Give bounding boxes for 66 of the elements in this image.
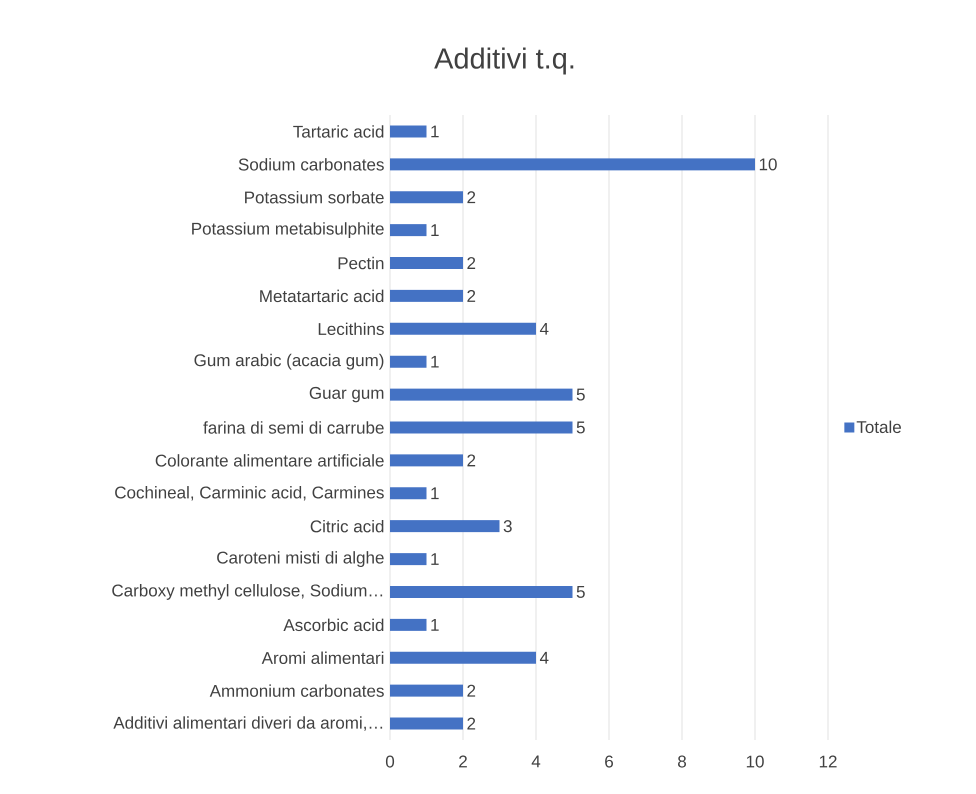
- data-label: 1: [431, 619, 439, 631]
- data-label: 2: [467, 684, 476, 697]
- bar: [390, 487, 426, 500]
- y-tick-label: Pectin: [338, 256, 384, 270]
- chart-title: Additivi t.q.: [434, 47, 574, 75]
- data-label: 2: [467, 718, 476, 730]
- x-tick-label: 4: [532, 756, 540, 768]
- data-label: 4: [540, 652, 548, 664]
- x-tick-label: 10: [746, 756, 764, 768]
- data-label: 3: [504, 520, 512, 532]
- data-label: 1: [431, 553, 439, 565]
- data-label: 2: [467, 257, 476, 269]
- bar: [390, 718, 464, 730]
- data-label: 1: [431, 126, 439, 138]
- y-tick-label: Tartaric acid: [293, 125, 384, 138]
- y-tick-label: farina di semi di carrube: [203, 421, 384, 434]
- x-tick-label: 8: [678, 756, 686, 768]
- y-tick-label: Additivi alimentari diveri da aromi,…: [113, 716, 382, 731]
- data-label: 5: [576, 422, 585, 434]
- x-tick-label: 6: [605, 756, 613, 768]
- bar: [390, 388, 573, 401]
- x-tick-label: 12: [820, 756, 837, 768]
- data-label: 10: [760, 158, 777, 170]
- y-tick-label: Guar gum: [310, 386, 384, 402]
- y-tick-label: Citric acid: [310, 520, 384, 532]
- data-label: 5: [576, 586, 585, 598]
- data-label: 1: [431, 356, 439, 368]
- bar: [390, 684, 464, 697]
- y-tick-label: Ascorbic acid: [283, 618, 384, 632]
- y-tick-label: Cochineal, Carminic acid, Carmines: [115, 486, 384, 501]
- bar: [390, 125, 426, 138]
- bar: [390, 322, 536, 335]
- bar: [390, 356, 426, 368]
- y-tick-label: Aromi alimentari: [262, 652, 384, 664]
- bar: [390, 158, 755, 170]
- bar: [390, 454, 464, 466]
- bar: [390, 257, 464, 270]
- y-tick-label: Ammonium carbonates: [210, 684, 384, 697]
- y-tick-label: Metatartaric acid: [260, 290, 384, 302]
- y-tick-label: Potassium metabisulphite: [192, 222, 384, 238]
- legend-label: Totale: [856, 420, 901, 434]
- data-label: 1: [431, 224, 439, 236]
- data-label: 1: [431, 487, 439, 500]
- data-label: 5: [576, 388, 585, 401]
- x-tick-label: 2: [459, 756, 467, 768]
- y-tick-label: Colorante alimentare artificiale: [156, 454, 384, 467]
- y-tick-label: Carboxy methyl cellulose, Sodium…: [112, 584, 382, 600]
- y-tick-label: Gum arabic (acacia gum): [194, 354, 384, 370]
- data-label: 2: [467, 454, 476, 466]
- y-tick-label: Caroteni misti di alghe: [217, 551, 384, 567]
- bar: [390, 586, 573, 598]
- y-tick-label: Sodium carbonates: [238, 158, 384, 171]
- bar: [390, 520, 500, 532]
- bar: [390, 421, 573, 434]
- bar: [390, 290, 464, 302]
- bar: [390, 618, 426, 631]
- bar: [390, 553, 426, 566]
- bar: [390, 191, 464, 204]
- data-label: 2: [467, 290, 476, 302]
- bar: [390, 224, 426, 236]
- y-tick-label: Lecithins: [318, 322, 384, 336]
- bar: [390, 652, 536, 664]
- y-tick-label: Potassium sorbate: [245, 191, 384, 204]
- data-label: 2: [467, 191, 476, 204]
- x-tick-label: 0: [386, 756, 394, 768]
- data-label: 4: [540, 322, 548, 335]
